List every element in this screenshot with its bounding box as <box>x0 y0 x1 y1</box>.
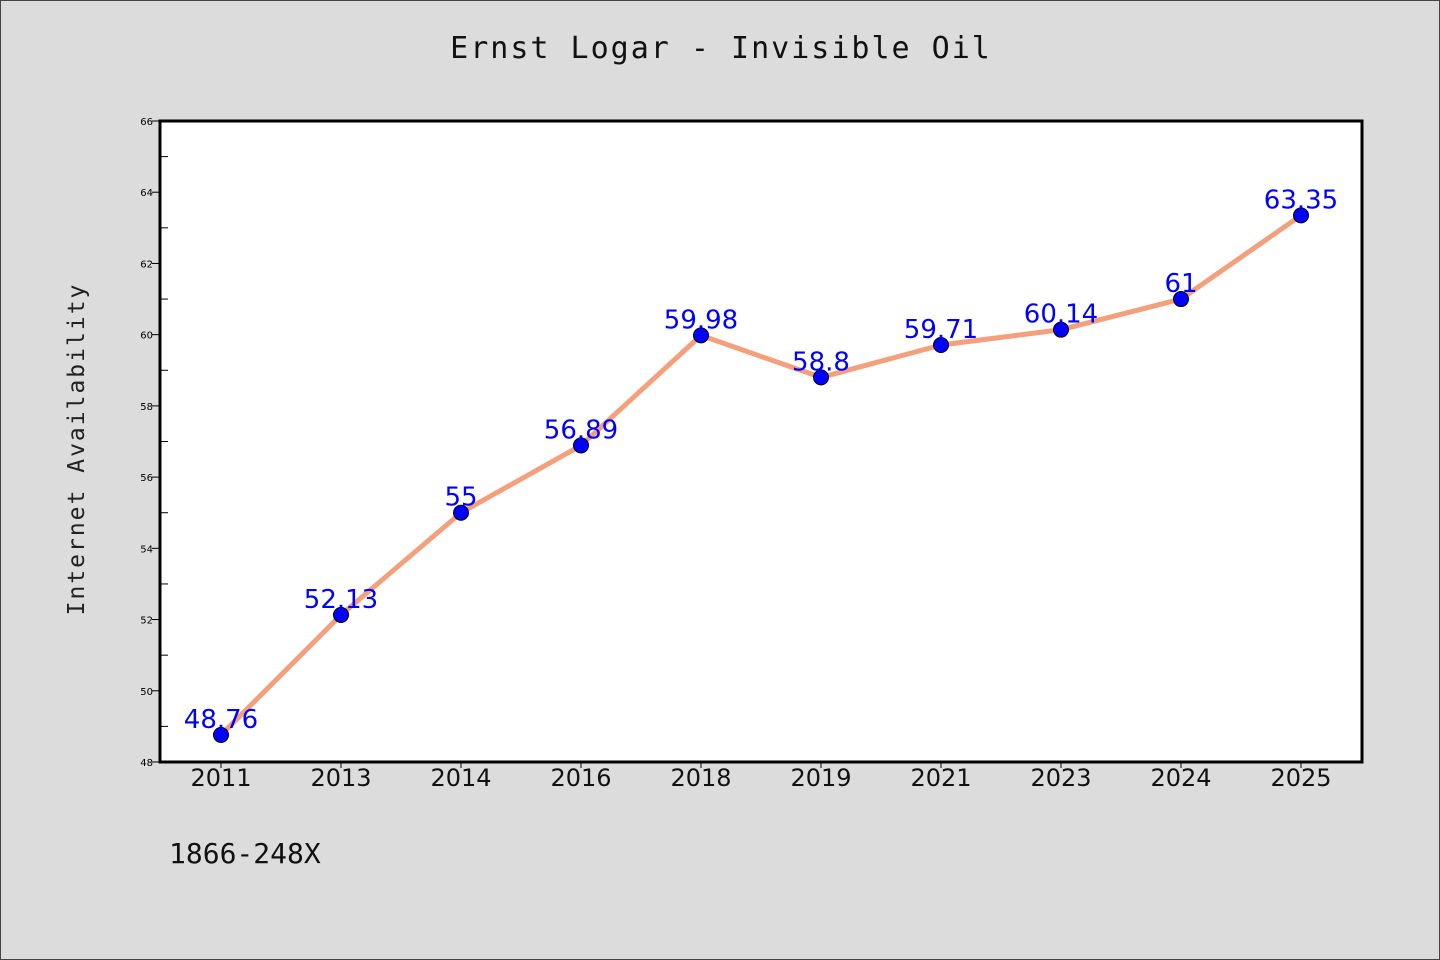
data-point <box>933 336 949 353</box>
data-label: 63.35 <box>1264 185 1338 215</box>
data-label: 58.8 <box>792 347 850 377</box>
data-label: 61 <box>1164 269 1197 299</box>
data-point <box>453 504 469 521</box>
y-tick-label: 64 <box>140 188 153 199</box>
data-label: 56.89 <box>544 415 618 445</box>
chart-title: Ernst Logar - Invisible Oil <box>450 31 992 66</box>
x-tick-label: 2023 <box>1030 764 1091 792</box>
data-label: 48.76 <box>184 705 258 735</box>
x-tick-label: 2013 <box>310 764 371 792</box>
series-line <box>218 212 1304 738</box>
y-tick-label: 56 <box>140 473 153 484</box>
x-tick-label: 2014 <box>430 764 491 792</box>
x-tick-label: 2024 <box>1150 764 1211 792</box>
y-tick-label: 50 <box>140 687 153 698</box>
x-tick-label: 2011 <box>190 764 251 792</box>
y-tick-label: 52 <box>140 616 153 627</box>
data-point <box>1173 291 1189 308</box>
x-tick-label: 2021 <box>910 764 971 792</box>
x-tick-label: 2018 <box>670 764 731 792</box>
data-label: 60.14 <box>1024 300 1098 330</box>
data-point <box>1293 207 1309 224</box>
data-label: 59.71 <box>904 315 978 345</box>
data-label: 55 <box>444 483 477 513</box>
data-label: 59.98 <box>664 305 738 335</box>
x-tick-label: 2016 <box>550 764 611 792</box>
x-tick-label: 2019 <box>790 764 851 792</box>
y-tick-label: 60 <box>140 331 153 342</box>
data-point <box>573 437 589 454</box>
data-point <box>1053 321 1069 338</box>
data-label: 52.13 <box>304 585 378 615</box>
chart-footnote: 1866-248X <box>169 837 321 870</box>
data-point <box>693 327 709 344</box>
y-tick-label: 62 <box>140 259 153 270</box>
data-point <box>333 606 349 623</box>
x-tick-label: 2025 <box>1270 764 1331 792</box>
y-tick-label: 48 <box>140 758 153 769</box>
data-point <box>213 726 229 743</box>
y-tick-label: 58 <box>140 402 153 413</box>
plot-area <box>158 119 1364 764</box>
data-point <box>813 369 829 386</box>
y-tick-label: 66 <box>140 117 153 128</box>
y-tick-label: 54 <box>140 544 153 555</box>
